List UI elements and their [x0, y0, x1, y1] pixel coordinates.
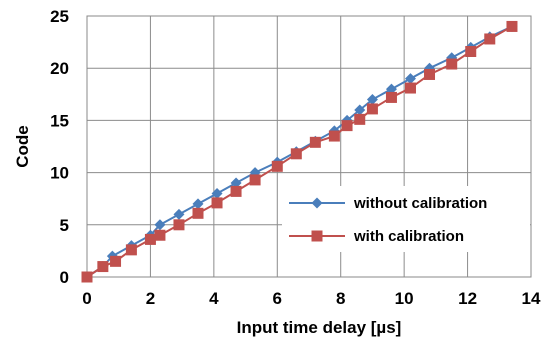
data-point [211, 197, 223, 209]
data-point [385, 91, 397, 103]
data-point [230, 177, 242, 189]
data-point [192, 207, 204, 219]
data-point [506, 20, 518, 32]
legend-item: without calibration [289, 195, 487, 212]
data-point [309, 136, 321, 148]
x-tick-label: 0 [82, 289, 91, 308]
x-tick-label: 6 [273, 289, 282, 308]
data-point [424, 68, 436, 80]
data-point [144, 233, 156, 245]
data-point [385, 83, 397, 95]
data-point [446, 58, 458, 70]
legend-label: without calibration [353, 195, 487, 212]
series-group [81, 20, 518, 283]
data-point [366, 103, 378, 115]
x-axis-ticks: 0 2 4 6 8 10 12 14 [82, 289, 541, 308]
data-point [404, 82, 416, 94]
data-point [328, 130, 340, 142]
y-tick-label: 20 [50, 59, 69, 78]
data-point [81, 271, 93, 283]
y-axis-ticks: 0 5 10 15 20 25 [50, 7, 69, 287]
x-tick-label: 12 [458, 289, 477, 308]
data-point [211, 187, 223, 199]
data-point [354, 104, 366, 116]
plot-area [86, 15, 532, 278]
legend: without calibration with calibration [282, 186, 530, 252]
y-tick-label: 5 [60, 216, 69, 235]
data-point [192, 198, 204, 210]
y-tick-label: 0 [60, 268, 69, 287]
data-point [230, 185, 242, 197]
data-point [110, 255, 122, 267]
data-point [465, 45, 477, 57]
data-point [271, 160, 283, 172]
data-point [290, 148, 302, 160]
x-tick-label: 2 [146, 289, 155, 308]
x-tick-label: 14 [522, 289, 541, 308]
x-tick-label: 8 [336, 289, 345, 308]
legend-label: with calibration [353, 228, 464, 245]
series-with-calibration [81, 20, 518, 283]
y-tick-label: 25 [50, 7, 69, 26]
data-point [173, 208, 185, 220]
data-point [484, 33, 496, 45]
data-point [249, 174, 261, 186]
legend-background [282, 186, 530, 252]
data-point [341, 120, 353, 132]
data-point [311, 230, 323, 242]
data-point [366, 94, 378, 106]
data-point [154, 219, 166, 231]
x-axis-title: Input time delay [µs] [237, 318, 402, 337]
data-point [173, 219, 185, 231]
data-point [125, 244, 137, 256]
data-point [354, 113, 366, 125]
x-tick-label: 10 [395, 289, 414, 308]
data-point [154, 229, 166, 241]
x-tick-label: 4 [209, 289, 219, 308]
data-point [311, 197, 323, 209]
data-point [97, 261, 109, 273]
y-tick-label: 15 [50, 111, 69, 130]
data-point [404, 73, 416, 85]
y-axis-title: Code [13, 125, 32, 168]
y-tick-label: 10 [50, 164, 69, 183]
legend-item: with calibration [289, 228, 464, 245]
